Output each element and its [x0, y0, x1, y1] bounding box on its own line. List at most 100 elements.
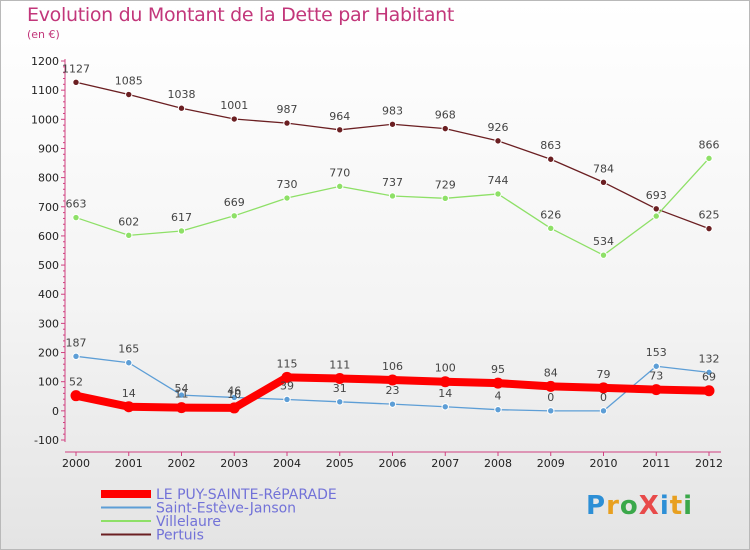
- data-point: [547, 155, 555, 163]
- data-point: [652, 205, 660, 213]
- data-label: 4: [495, 390, 502, 403]
- data-point: [547, 224, 555, 233]
- data-label: 153: [646, 346, 667, 359]
- x-tick-label: 2002: [168, 457, 196, 470]
- data-label: 14: [438, 387, 452, 400]
- data-label: 106: [382, 360, 403, 373]
- legend-label-1: Saint-Estève-Janson: [156, 501, 296, 517]
- data-label: 14: [122, 387, 136, 400]
- data-label: 730: [277, 178, 298, 191]
- data-point: [492, 377, 504, 389]
- data-label: 926: [488, 121, 509, 134]
- data-point: [441, 403, 449, 411]
- data-label: 602: [118, 215, 139, 228]
- data-point: [336, 182, 344, 191]
- data-label: 100: [435, 362, 456, 375]
- data-point: [283, 194, 291, 202]
- data-point: [177, 227, 186, 235]
- data-label: 1038: [168, 88, 196, 101]
- data-label: 84: [544, 366, 558, 379]
- data-label: 863: [540, 139, 561, 152]
- data-label: 534: [593, 235, 614, 248]
- y-tick-label: 500: [38, 259, 59, 272]
- y-tick-label: 300: [38, 317, 59, 330]
- data-point: [230, 393, 238, 402]
- data-label: 987: [277, 103, 298, 116]
- y-tick-label: 1000: [31, 113, 59, 126]
- data-point: [388, 120, 397, 128]
- data-point: [439, 376, 451, 388]
- data-point: [177, 391, 186, 399]
- y-tick-label: 400: [38, 288, 59, 301]
- y-tick-label: 1100: [31, 84, 59, 97]
- data-label: 11: [175, 388, 189, 401]
- x-tick-label: 2010: [590, 457, 618, 470]
- data-label: 1001: [220, 99, 248, 112]
- data-label: 744: [488, 174, 509, 187]
- data-label: 625: [699, 209, 720, 222]
- data-label: 31: [333, 382, 347, 395]
- data-point: [334, 372, 346, 384]
- data-point: [70, 390, 82, 402]
- data-point: [703, 385, 715, 397]
- data-point: [494, 190, 502, 198]
- data-point: [281, 371, 293, 383]
- x-tick-label: 2004: [273, 457, 301, 470]
- data-point: [230, 212, 238, 220]
- legend-label-2: Villelaure: [156, 514, 221, 530]
- legend-label-3: Pertuis: [156, 528, 204, 544]
- x-tick-label: 2006: [379, 457, 407, 470]
- data-point: [705, 154, 713, 163]
- data-label: 95: [491, 363, 505, 376]
- data-point: [388, 400, 397, 408]
- data-point: [598, 382, 609, 394]
- y-tick-label: 1200: [31, 55, 59, 68]
- data-point: [545, 380, 557, 392]
- x-tick-label: 2005: [326, 457, 354, 470]
- data-label: 663: [66, 198, 87, 211]
- data-label: 115: [277, 357, 298, 370]
- data-point: [336, 126, 344, 134]
- x-tick-label: 2009: [537, 457, 565, 470]
- data-label: 770: [329, 166, 350, 179]
- data-point: [441, 194, 449, 203]
- data-label: 79: [597, 368, 611, 381]
- y-tick-label: 900: [38, 142, 59, 155]
- data-label: 784: [593, 162, 614, 175]
- x-tick-label: 2007: [431, 457, 459, 470]
- data-point: [123, 401, 135, 413]
- data-point: [387, 374, 398, 386]
- data-label: 729: [435, 178, 456, 191]
- proxiti-logo: ProXiti: [586, 491, 694, 521]
- x-tick-label: 2011: [642, 457, 670, 470]
- data-label: 617: [171, 211, 192, 224]
- chart-subtitle: (en €): [27, 28, 60, 41]
- data-point: [652, 362, 660, 370]
- data-label: 1085: [115, 75, 143, 88]
- data-point: [705, 224, 713, 233]
- data-point: [125, 359, 133, 367]
- data-label: 968: [435, 109, 456, 122]
- data-label: 0: [547, 391, 554, 404]
- chart-title: Evolution du Montant de la Dette par Hab…: [27, 4, 455, 26]
- x-tick-label: 2000: [62, 457, 90, 470]
- data-point: [650, 384, 662, 396]
- y-tick-label: 700: [38, 201, 59, 214]
- data-point: [599, 407, 608, 415]
- y-tick-label: 800: [38, 172, 59, 185]
- data-point: [336, 398, 344, 406]
- data-point: [125, 231, 133, 240]
- x-tick-label: 2001: [115, 457, 143, 470]
- data-label: 52: [69, 376, 83, 389]
- data-point: [125, 90, 133, 99]
- series-line-2: [75, 157, 710, 256]
- data-point: [72, 213, 80, 222]
- data-point: [494, 137, 502, 145]
- legend-label-0: LE PUY-SAINTE-RéPARADE: [156, 487, 337, 503]
- data-label: 0: [600, 391, 607, 404]
- data-label: 1127: [62, 62, 90, 75]
- data-point: [283, 395, 291, 404]
- data-point: [176, 402, 187, 414]
